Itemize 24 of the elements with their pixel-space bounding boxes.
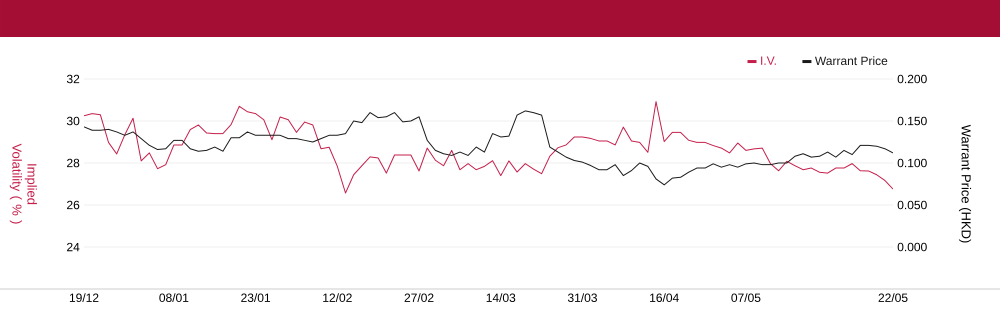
y-tick-label: 32 bbox=[66, 74, 80, 84]
y-tick-label: 24 bbox=[67, 242, 80, 252]
y2-tick-label: 0.050 bbox=[898, 200, 927, 210]
legend-label: Warrant Price bbox=[814, 56, 888, 66]
y2-tick-label: 0.100 bbox=[898, 158, 927, 168]
x-tick-label: 12/02 bbox=[323, 293, 352, 302]
x-tick-label: 22/05 bbox=[878, 293, 908, 302]
x-tick-label: 31/03 bbox=[568, 293, 597, 302]
x-tick-label: 07/05 bbox=[731, 293, 760, 302]
y2-tick-label: 0.000 bbox=[898, 242, 927, 252]
y2-tick-label: 0.150 bbox=[898, 116, 927, 126]
x-tick-label: 08/01 bbox=[159, 293, 188, 302]
y-tick-label: 28 bbox=[67, 158, 80, 168]
y-tick-label: 26 bbox=[67, 200, 80, 210]
legend-label: I.V. bbox=[761, 56, 776, 65]
x-tick-label: 14/03 bbox=[486, 293, 516, 302]
y2-axis-title: Warrant Price (HKD) bbox=[958, 124, 972, 243]
y2-tick-label: 0.200 bbox=[898, 74, 927, 84]
y-axis-title: Implied Volatility ( % ) bbox=[10, 144, 37, 224]
x-tick-label: 19/12 bbox=[70, 293, 98, 302]
x-tick-label: 23/01 bbox=[241, 293, 270, 302]
x-tick-label: 27/02 bbox=[404, 293, 434, 302]
y-tick-label: 30 bbox=[66, 116, 80, 126]
x-tick-label: 16/04 bbox=[650, 293, 679, 302]
